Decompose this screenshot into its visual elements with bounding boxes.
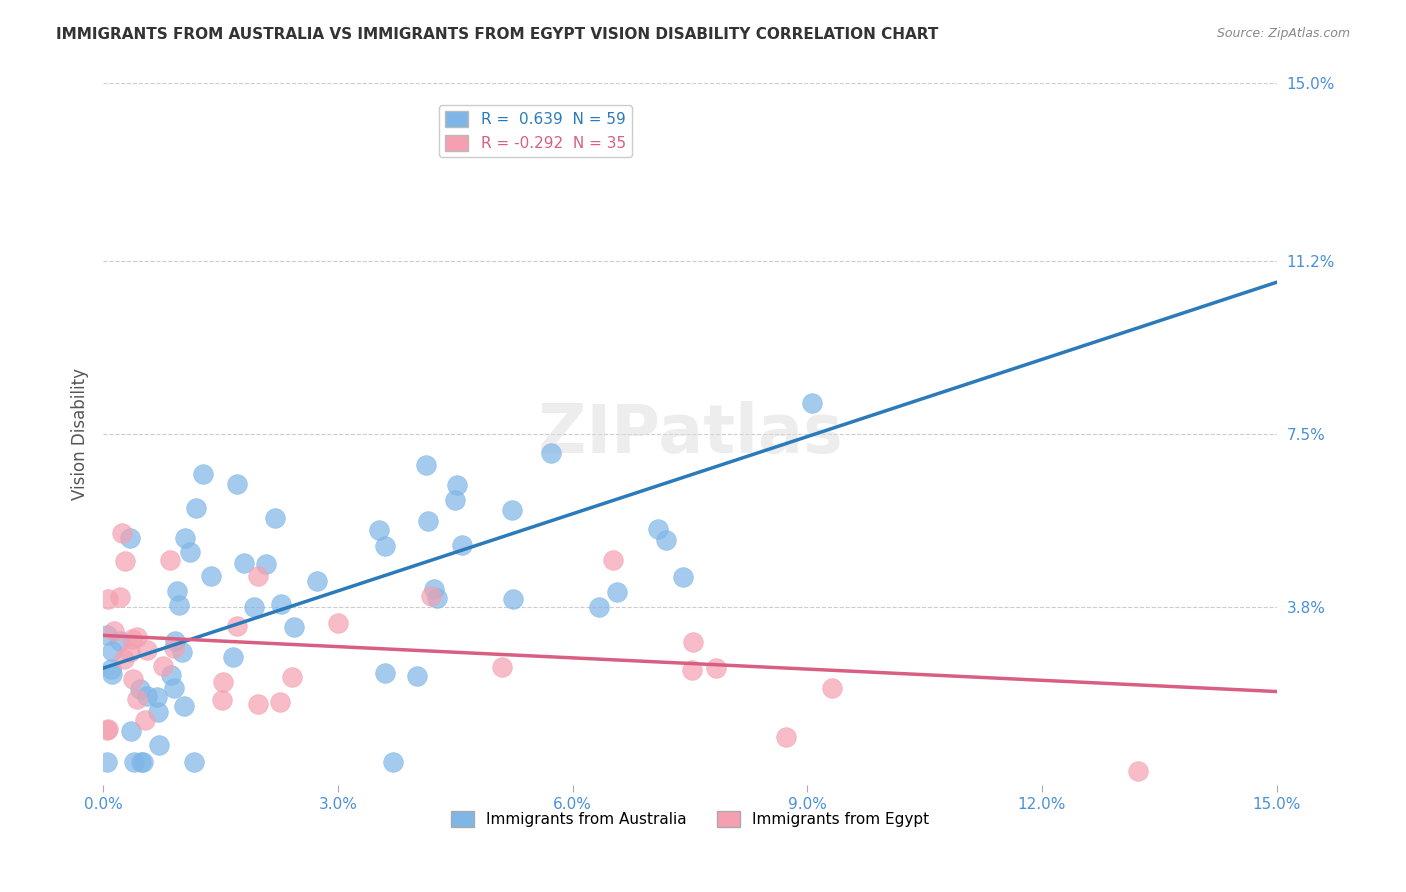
Point xyxy=(270,597,292,611)
Point xyxy=(96,755,118,769)
Point xyxy=(1128,764,1150,778)
Point xyxy=(148,738,170,752)
Point xyxy=(451,538,474,552)
Legend: Immigrants from Australia, Immigrants from Egypt: Immigrants from Australia, Immigrants fr… xyxy=(444,805,935,834)
Point xyxy=(775,731,797,745)
Point xyxy=(283,620,305,634)
Point xyxy=(110,590,132,604)
Point xyxy=(501,503,523,517)
Point xyxy=(108,634,131,648)
Point xyxy=(444,492,467,507)
Point xyxy=(606,585,628,599)
Point xyxy=(191,467,214,481)
Point xyxy=(163,641,186,656)
Point xyxy=(246,697,269,711)
Point xyxy=(446,477,468,491)
Point xyxy=(97,592,120,607)
Point xyxy=(540,446,562,460)
Point xyxy=(173,531,195,545)
Point xyxy=(122,755,145,769)
Point xyxy=(681,664,703,678)
Point xyxy=(97,722,120,736)
Point xyxy=(270,695,292,709)
Point xyxy=(415,458,437,472)
Point xyxy=(169,598,191,612)
Point xyxy=(655,533,678,547)
Point xyxy=(406,669,429,683)
Point xyxy=(112,652,135,666)
Point xyxy=(128,682,150,697)
Point xyxy=(145,690,167,704)
Point xyxy=(374,539,396,553)
Point xyxy=(163,681,186,695)
Point xyxy=(280,670,302,684)
Point xyxy=(120,645,142,659)
Point xyxy=(326,615,349,630)
Point xyxy=(179,545,201,559)
Point xyxy=(132,755,155,769)
Point xyxy=(243,599,266,614)
Point xyxy=(111,525,134,540)
Point xyxy=(211,693,233,707)
Point xyxy=(96,628,118,642)
Point xyxy=(225,476,247,491)
Text: Source: ZipAtlas.com: Source: ZipAtlas.com xyxy=(1216,27,1350,40)
Point xyxy=(166,583,188,598)
Point xyxy=(422,582,444,596)
Point xyxy=(233,556,256,570)
Point xyxy=(247,569,270,583)
Point xyxy=(200,569,222,583)
Y-axis label: Vision Disability: Vision Disability xyxy=(72,368,89,500)
Point xyxy=(103,624,125,639)
Point xyxy=(264,511,287,525)
Point xyxy=(120,724,142,739)
Point xyxy=(682,635,704,649)
Point xyxy=(821,681,844,695)
Point xyxy=(374,665,396,680)
Text: ZIPatlas: ZIPatlas xyxy=(537,401,842,467)
Point xyxy=(118,532,141,546)
Text: IMMIGRANTS FROM AUSTRALIA VS IMMIGRANTS FROM EGYPT VISION DISABILITY CORRELATION: IMMIGRANTS FROM AUSTRALIA VS IMMIGRANTS … xyxy=(56,27,939,42)
Point xyxy=(173,698,195,713)
Point xyxy=(127,630,149,644)
Point xyxy=(134,713,156,727)
Point xyxy=(136,690,159,704)
Point xyxy=(672,570,695,584)
Point xyxy=(222,650,245,665)
Point xyxy=(305,574,328,588)
Point xyxy=(602,553,624,567)
Point xyxy=(183,755,205,769)
Point xyxy=(704,661,727,675)
Point xyxy=(160,668,183,682)
Point xyxy=(101,644,124,658)
Point xyxy=(226,619,249,633)
Point xyxy=(416,514,439,528)
Point xyxy=(135,643,157,657)
Point xyxy=(96,723,118,737)
Point xyxy=(172,645,194,659)
Point xyxy=(101,666,124,681)
Point xyxy=(186,501,208,516)
Point xyxy=(588,600,610,615)
Point xyxy=(647,522,669,536)
Point xyxy=(801,396,824,410)
Point xyxy=(368,523,391,537)
Point xyxy=(254,557,277,571)
Point xyxy=(381,755,404,769)
Point xyxy=(129,755,152,769)
Point xyxy=(114,554,136,568)
Point xyxy=(502,591,524,606)
Point xyxy=(426,591,449,605)
Point xyxy=(152,658,174,673)
Point xyxy=(159,553,181,567)
Point xyxy=(212,674,235,689)
Point xyxy=(491,660,513,674)
Point xyxy=(122,672,145,686)
Point xyxy=(127,692,149,706)
Point xyxy=(419,589,441,603)
Point xyxy=(100,662,122,676)
Point xyxy=(121,632,143,647)
Point xyxy=(146,706,169,720)
Point xyxy=(165,634,187,648)
